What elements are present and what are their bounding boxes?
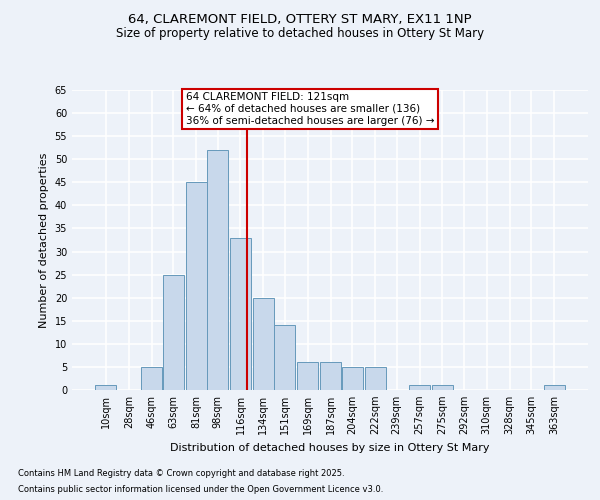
Bar	[409, 386, 430, 390]
Bar	[274, 326, 295, 390]
Bar	[230, 238, 251, 390]
Bar	[320, 362, 341, 390]
Bar	[141, 367, 162, 390]
Bar	[544, 386, 565, 390]
X-axis label: Distribution of detached houses by size in Ottery St Mary: Distribution of detached houses by size …	[170, 442, 490, 452]
Bar	[163, 274, 184, 390]
Bar	[185, 182, 206, 390]
Y-axis label: Number of detached properties: Number of detached properties	[39, 152, 49, 328]
Bar	[342, 367, 362, 390]
Bar	[253, 298, 274, 390]
Text: Contains public sector information licensed under the Open Government Licence v3: Contains public sector information licen…	[18, 485, 383, 494]
Bar	[207, 150, 228, 390]
Text: 64 CLAREMONT FIELD: 121sqm
← 64% of detached houses are smaller (136)
36% of sem: 64 CLAREMONT FIELD: 121sqm ← 64% of deta…	[186, 92, 434, 126]
Bar	[432, 386, 453, 390]
Bar	[365, 367, 386, 390]
Bar	[298, 362, 318, 390]
Bar	[95, 386, 116, 390]
Text: Contains HM Land Registry data © Crown copyright and database right 2025.: Contains HM Land Registry data © Crown c…	[18, 468, 344, 477]
Text: 64, CLAREMONT FIELD, OTTERY ST MARY, EX11 1NP: 64, CLAREMONT FIELD, OTTERY ST MARY, EX1…	[128, 12, 472, 26]
Text: Size of property relative to detached houses in Ottery St Mary: Size of property relative to detached ho…	[116, 28, 484, 40]
